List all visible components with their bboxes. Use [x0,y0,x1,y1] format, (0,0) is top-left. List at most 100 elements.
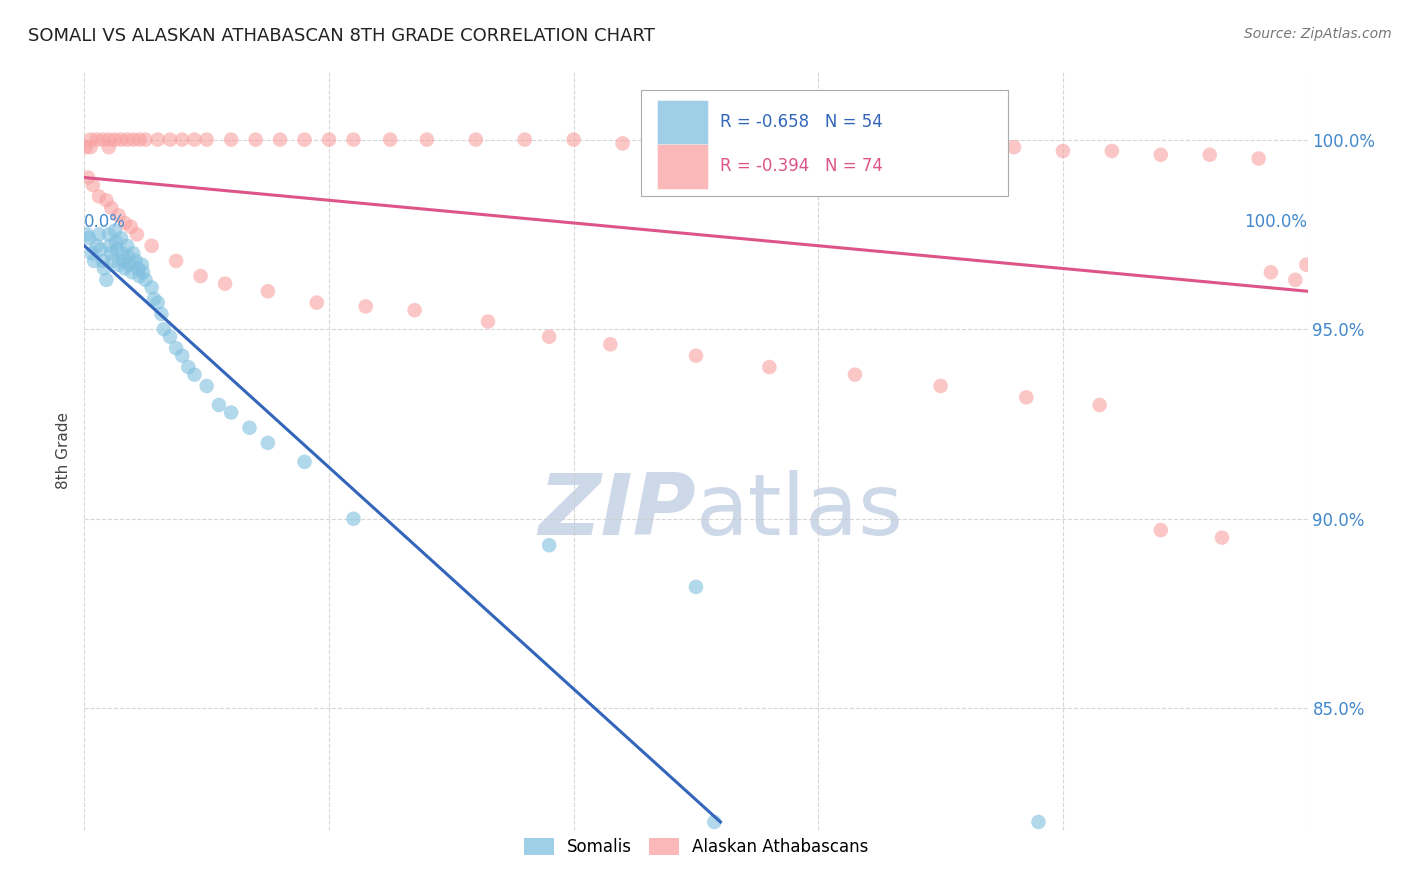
Point [190,268,212,283]
Point [96,273,118,287]
Point [342,132,364,146]
Point [195,379,218,393]
Legend: Somalis, Alaskan Athabascans: Somalis, Alaskan Athabascans [517,831,875,863]
Point [612,136,634,151]
Text: R = -0.394   N = 74: R = -0.394 N = 74 [720,157,883,175]
Point [1002,140,1025,154]
Point [856,140,879,154]
Point [122,132,145,146]
Point [135,273,157,287]
Point [101,253,124,268]
Point [82,178,104,192]
Point [100,201,122,215]
Point [318,132,340,146]
Point [165,253,187,268]
Text: 0.0%: 0.0% [84,213,127,231]
Point [477,314,499,328]
Point [703,814,725,829]
Point [80,246,103,260]
Point [104,132,127,146]
Point [141,280,163,294]
Point [110,231,132,245]
Point [1211,531,1233,545]
Point [125,227,148,242]
Point [709,136,731,151]
Point [111,246,134,260]
Point [110,132,132,146]
Point [661,136,683,151]
Point [132,265,155,279]
Point [125,253,148,268]
Point [87,227,110,242]
Point [416,132,439,146]
Point [165,341,187,355]
Point [86,132,108,146]
Point [143,292,166,306]
Point [183,368,205,382]
Point [91,253,114,268]
Point [107,258,129,272]
Point [118,258,141,272]
Point [128,132,150,146]
Point [97,140,120,154]
Point [172,349,194,363]
Point [404,303,426,318]
FancyBboxPatch shape [657,144,709,188]
Point [89,243,111,257]
Point [115,238,138,252]
Point [257,284,280,298]
Point [100,246,122,260]
Point [96,193,118,207]
Point [1198,147,1220,161]
Point [538,329,561,343]
Point [305,295,328,310]
Point [117,250,139,264]
Text: Source: ZipAtlas.com: Source: ZipAtlas.com [1244,27,1392,41]
Point [294,132,316,146]
Point [91,132,114,146]
Point [905,140,928,154]
Point [115,132,138,146]
Point [513,132,536,146]
Point [1088,398,1111,412]
Point [121,265,143,279]
FancyBboxPatch shape [657,100,709,145]
Point [354,299,377,313]
Point [380,132,402,146]
Point [219,132,242,146]
Point [114,261,136,276]
Point [1101,144,1123,158]
Point [685,349,707,363]
Point [342,511,364,525]
Point [183,132,205,146]
Point [599,337,621,351]
Point [150,307,173,321]
Point [79,140,101,154]
Point [1260,265,1282,279]
Point [269,132,291,146]
Point [135,132,157,146]
Point [79,132,101,146]
Point [146,295,169,310]
Point [97,132,120,146]
Point [929,379,952,393]
Point [1295,258,1317,272]
Point [195,132,218,146]
Point [1150,523,1173,537]
Text: 100.0%: 100.0% [1244,213,1308,231]
Point [87,189,110,203]
Point [105,243,128,257]
Point [844,368,866,382]
Point [1150,147,1173,161]
Text: R = -0.658   N = 54: R = -0.658 N = 54 [720,113,883,131]
Point [214,277,236,291]
Point [464,132,486,146]
Point [122,246,145,260]
Point [76,227,98,242]
Point [562,132,585,146]
Point [159,329,181,343]
Point [153,322,176,336]
Point [177,359,200,374]
Point [86,238,108,252]
Point [75,140,97,154]
